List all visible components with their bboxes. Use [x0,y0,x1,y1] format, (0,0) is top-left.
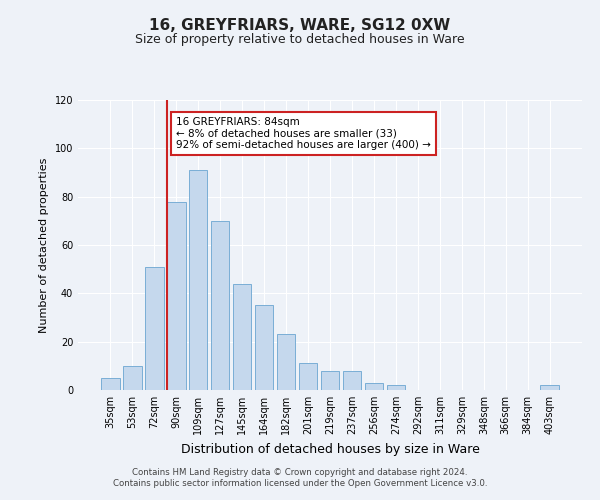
Bar [211,221,229,390]
Text: 16, GREYFRIARS, WARE, SG12 0XW: 16, GREYFRIARS, WARE, SG12 0XW [149,18,451,32]
Bar [233,284,251,390]
Text: Size of property relative to detached houses in Ware: Size of property relative to detached ho… [135,32,465,46]
Bar [343,370,361,390]
Bar [365,383,383,390]
Bar [145,267,164,390]
Bar [189,170,208,390]
Bar [320,370,340,390]
Bar [299,364,317,390]
Bar [255,306,274,390]
Bar [541,385,559,390]
Bar [386,385,405,390]
Bar [277,334,295,390]
Bar [167,202,185,390]
Text: 16 GREYFRIARS: 84sqm
← 8% of detached houses are smaller (33)
92% of semi-detach: 16 GREYFRIARS: 84sqm ← 8% of detached ho… [176,117,431,150]
Bar [101,378,119,390]
Bar [123,366,142,390]
Y-axis label: Number of detached properties: Number of detached properties [39,158,49,332]
X-axis label: Distribution of detached houses by size in Ware: Distribution of detached houses by size … [181,442,479,456]
Text: Contains HM Land Registry data © Crown copyright and database right 2024.
Contai: Contains HM Land Registry data © Crown c… [113,468,487,487]
